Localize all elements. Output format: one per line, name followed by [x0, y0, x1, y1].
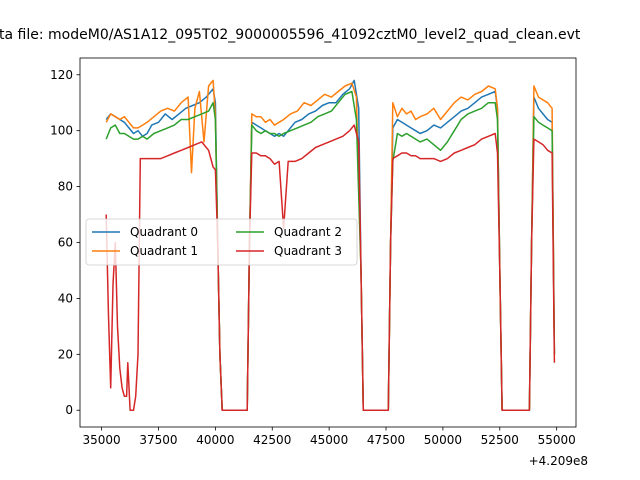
- x-tick-label: 37500: [139, 433, 177, 447]
- y-tick-label: 80: [58, 180, 73, 194]
- legend-label-quadrant-3: Quadrant 3: [274, 244, 342, 258]
- y-tick-label: 40: [58, 291, 73, 305]
- x-tick-label: 42500: [253, 433, 291, 447]
- legend-box: [85, 218, 358, 266]
- x-tick-label: 45000: [310, 433, 348, 447]
- y-axis: 0 20 40 60 80 100 120: [50, 68, 80, 417]
- x-axis: 35000 37500 40000 42500 45000 47500 50000 52500…: [83, 427, 576, 447]
- series-line-quadrant-2: [105, 90, 556, 411]
- y-tick-label: 120: [50, 68, 73, 82]
- series-line-quadrant-0: [105, 79, 556, 411]
- x-tick-label: 47500: [367, 433, 405, 447]
- legend-label-quadrant-1: Quadrant 1: [130, 244, 198, 258]
- series-lines: [105, 79, 556, 411]
- y-tick-label: 60: [58, 236, 73, 250]
- x-tick-label: 55000: [538, 433, 576, 447]
- legend-label-quadrant-0: Quadrant 0: [130, 225, 198, 239]
- y-tick-label: 0: [65, 403, 73, 417]
- legend: Quadrant 0 Quadrant 1 Quadrant 2 Quadrant 3: [85, 218, 358, 266]
- series-line-quadrant-1: [105, 79, 556, 411]
- series-line-quadrant-3: [105, 124, 556, 411]
- legend-label-quadrant-2: Quadrant 2: [274, 225, 342, 239]
- x-tick-label: 40000: [196, 433, 234, 447]
- y-tick-label: 20: [58, 347, 73, 361]
- x-tick-label: 52500: [481, 433, 519, 447]
- x-offset-label: +4.209e8: [529, 454, 588, 468]
- y-tick-label: 100: [50, 124, 73, 138]
- x-tick-label: 50000: [424, 433, 462, 447]
- x-tick-label: 35000: [83, 433, 121, 447]
- chart-title: Data file: modeM0/AS1A12_095T02_90000055…: [0, 27, 581, 43]
